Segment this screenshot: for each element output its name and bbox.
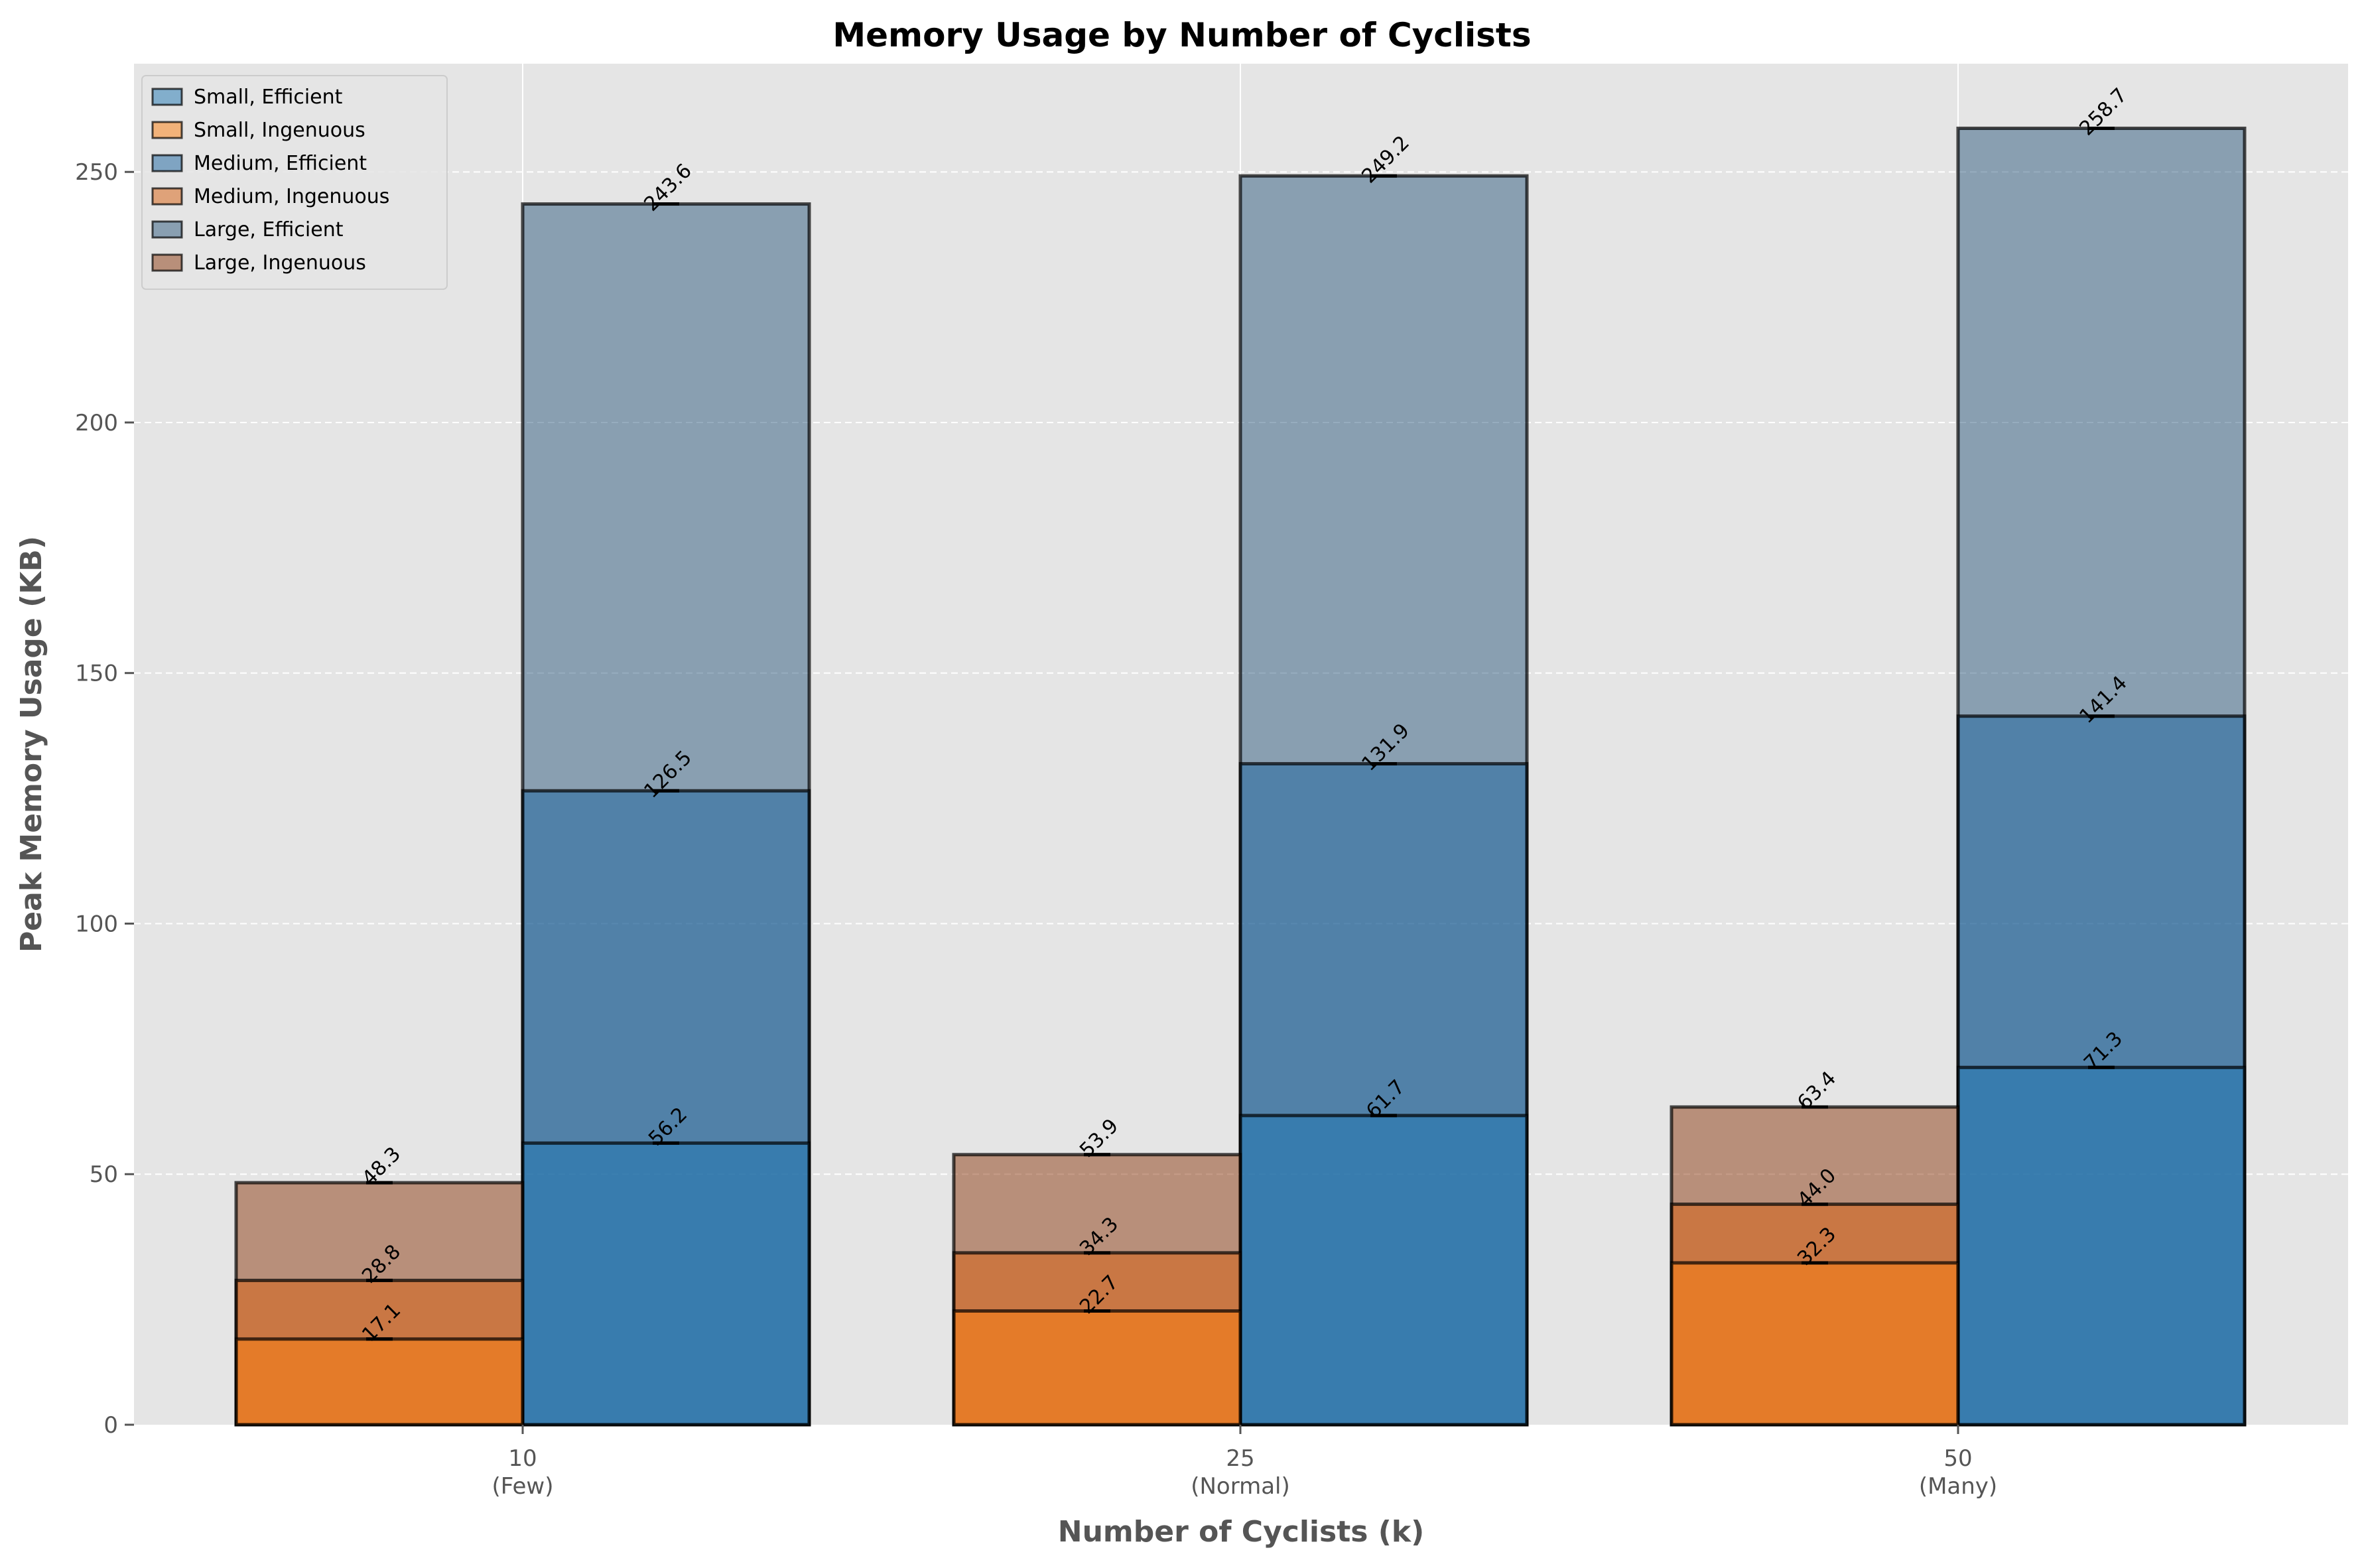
legend-swatch <box>151 121 183 139</box>
legend-label: Small, Ingenuous <box>194 119 365 142</box>
y-tick-label: 0 <box>103 1412 118 1439</box>
y-tick-label: 100 <box>75 911 118 937</box>
legend-swatch <box>151 154 183 172</box>
legend-swatch <box>151 88 183 106</box>
x-tick-label: 50 <box>1943 1445 1972 1472</box>
x-tick-sublabel: (Many) <box>1919 1473 1997 1500</box>
y-axis-title: Peak Memory Usage (KB) <box>15 536 48 952</box>
legend-swatch <box>151 220 183 239</box>
x-tick-label: 25 <box>1226 1445 1254 1472</box>
x-tick-sublabel: (Few) <box>492 1473 554 1500</box>
legend: Small, Efficient Small, Ingenuous Medium, … <box>141 75 448 290</box>
y-tick-label: 200 <box>75 410 118 436</box>
legend-label: Medium, Ingenuous <box>194 185 389 208</box>
y-tick-label: 50 <box>90 1161 118 1188</box>
chart-title: Memory Usage by Number of Cyclists <box>832 16 1531 54</box>
legend-label: Small, Efficient <box>194 86 343 109</box>
y-tick-label: 150 <box>75 661 118 687</box>
y-tick-label: 250 <box>75 159 118 186</box>
x-tick-sublabel: (Normal) <box>1191 1473 1290 1500</box>
bar <box>1670 1261 1960 1427</box>
bars <box>234 126 2247 1427</box>
legend-label: Large, Efficient <box>194 218 344 241</box>
legend-swatch <box>151 253 183 272</box>
legend-swatch <box>151 187 183 206</box>
x-axis-title: Number of Cyclists (k) <box>1058 1515 1424 1549</box>
legend-box <box>141 75 448 290</box>
legend-label: Large, Ingenuous <box>194 251 366 275</box>
bar <box>952 1309 1242 1427</box>
bar <box>1238 1114 1529 1427</box>
legend-label: Medium, Efficient <box>194 152 367 175</box>
x-tick-label: 10 <box>508 1445 537 1472</box>
bar <box>1956 1065 2247 1427</box>
bar <box>234 1337 525 1427</box>
bar <box>521 1141 811 1427</box>
